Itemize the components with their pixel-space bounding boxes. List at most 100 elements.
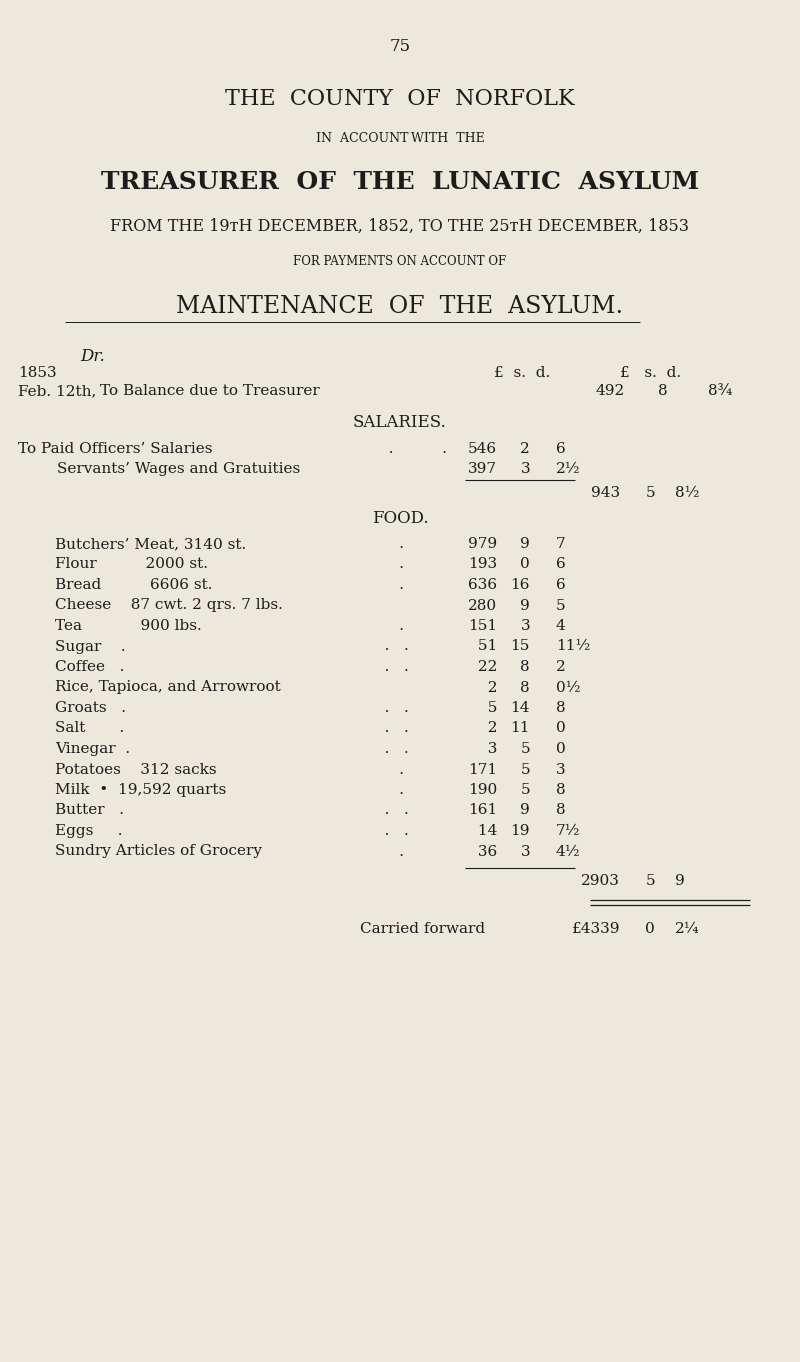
Text: .   .: . . xyxy=(370,804,409,817)
Text: 9: 9 xyxy=(520,804,530,817)
Text: 5: 5 xyxy=(520,763,530,776)
Text: 0: 0 xyxy=(556,742,566,756)
Text: 51: 51 xyxy=(473,640,497,654)
Text: 0: 0 xyxy=(520,557,530,572)
Text: To Paid Officers’ Salaries: To Paid Officers’ Salaries xyxy=(18,443,213,456)
Text: FOR PAYMENTS ON ACCOUNT OF: FOR PAYMENTS ON ACCOUNT OF xyxy=(294,255,506,268)
Text: MAINTENANCE  OF  THE  ASYLUM.: MAINTENANCE OF THE ASYLUM. xyxy=(177,296,623,317)
Text: 5: 5 xyxy=(556,598,566,613)
Text: 9: 9 xyxy=(520,598,530,613)
Text: 5: 5 xyxy=(646,874,655,888)
Text: 0: 0 xyxy=(646,922,655,936)
Text: 636: 636 xyxy=(468,577,497,592)
Text: Sugar    .: Sugar . xyxy=(55,640,126,654)
Text: 6: 6 xyxy=(556,443,566,456)
Text: 2: 2 xyxy=(478,722,497,735)
Text: 3: 3 xyxy=(478,742,497,756)
Text: 4: 4 xyxy=(556,618,566,633)
Text: 171: 171 xyxy=(468,763,497,776)
Text: FOOD.: FOOD. xyxy=(372,509,428,527)
Text: 36: 36 xyxy=(473,844,497,858)
Text: .   .: . . xyxy=(370,824,409,838)
Text: 3: 3 xyxy=(520,844,530,858)
Text: 161: 161 xyxy=(468,804,497,817)
Text: Carried forward: Carried forward xyxy=(360,922,485,936)
Text: .   .: . . xyxy=(370,722,409,735)
Text: 5: 5 xyxy=(520,742,530,756)
Text: 1853: 1853 xyxy=(18,366,57,380)
Text: 6: 6 xyxy=(556,557,566,572)
Text: 14: 14 xyxy=(473,824,497,838)
Text: Butchers’ Meat, 3140 st.: Butchers’ Meat, 3140 st. xyxy=(55,537,246,552)
Text: .: . xyxy=(370,577,404,592)
Text: Vinegar  .: Vinegar . xyxy=(55,742,130,756)
Text: 15: 15 xyxy=(510,640,530,654)
Text: 280: 280 xyxy=(468,598,497,613)
Text: 193: 193 xyxy=(468,557,497,572)
Text: 11½: 11½ xyxy=(556,640,590,654)
Text: 3: 3 xyxy=(520,462,530,475)
Text: 19: 19 xyxy=(510,824,530,838)
Text: 546: 546 xyxy=(468,443,497,456)
Text: £4339: £4339 xyxy=(571,922,620,936)
Text: 3: 3 xyxy=(520,618,530,633)
Text: FROM THE 19ᴛH DECEMBER, 1852, TO THE 25ᴛH DECEMBER, 1853: FROM THE 19ᴛH DECEMBER, 1852, TO THE 25ᴛ… xyxy=(110,218,690,236)
Text: 190: 190 xyxy=(468,783,497,797)
Text: 22: 22 xyxy=(473,661,497,674)
Text: 397: 397 xyxy=(468,462,497,475)
Text: 5: 5 xyxy=(646,486,655,500)
Text: 8: 8 xyxy=(658,384,668,398)
Text: Servants’ Wages and Gratuities: Servants’ Wages and Gratuities xyxy=(18,462,300,475)
Text: 151: 151 xyxy=(468,618,497,633)
Text: Feb. 12th,: Feb. 12th, xyxy=(18,384,96,398)
Text: TREASURER  OF  THE  LUNATIC  ASYLUM: TREASURER OF THE LUNATIC ASYLUM xyxy=(101,170,699,193)
Text: IN  ACCOUNT WITH  THE: IN ACCOUNT WITH THE xyxy=(316,132,484,144)
Text: 8: 8 xyxy=(556,804,566,817)
Text: 8: 8 xyxy=(520,681,530,695)
Text: SALARIES.: SALARIES. xyxy=(353,414,447,430)
Text: Eggs     .: Eggs . xyxy=(55,824,122,838)
Text: 979: 979 xyxy=(468,537,497,552)
Text: THE  COUNTY  OF  NORFOLK: THE COUNTY OF NORFOLK xyxy=(225,89,575,110)
Text: Flour          2000 st.: Flour 2000 st. xyxy=(55,557,208,572)
Text: 14: 14 xyxy=(510,701,530,715)
Text: 5: 5 xyxy=(478,701,497,715)
Text: .: . xyxy=(370,844,404,858)
Text: Cheese    87 cwt. 2 qrs. 7 lbs.: Cheese 87 cwt. 2 qrs. 7 lbs. xyxy=(55,598,283,613)
Text: Butter   .: Butter . xyxy=(55,804,124,817)
Text: Groats   .: Groats . xyxy=(55,701,126,715)
Text: 16: 16 xyxy=(510,577,530,592)
Text: 6: 6 xyxy=(556,577,566,592)
Text: To Balance due to Treasurer: To Balance due to Treasurer xyxy=(100,384,320,398)
Text: 4½: 4½ xyxy=(556,844,581,858)
Text: Dr.: Dr. xyxy=(80,349,105,365)
Text: £   s.  d.: £ s. d. xyxy=(620,366,681,380)
Text: .          .: . . xyxy=(340,443,447,456)
Text: 0½: 0½ xyxy=(556,681,581,695)
Text: 943: 943 xyxy=(591,486,620,500)
Text: 5: 5 xyxy=(520,783,530,797)
Text: 7½: 7½ xyxy=(556,824,581,838)
Text: £  s.  d.: £ s. d. xyxy=(494,366,550,380)
Text: 8: 8 xyxy=(556,783,566,797)
Text: Milk  •  19,592 quarts: Milk • 19,592 quarts xyxy=(55,783,226,797)
Text: .   .: . . xyxy=(370,701,409,715)
Text: .   .: . . xyxy=(370,640,409,654)
Text: Potatoes    312 sacks: Potatoes 312 sacks xyxy=(55,763,217,776)
Text: 3: 3 xyxy=(556,763,566,776)
Text: Rice, Tapioca, and Arrowroot: Rice, Tapioca, and Arrowroot xyxy=(55,681,281,695)
Text: .   .: . . xyxy=(370,661,409,674)
Text: .   .: . . xyxy=(370,742,409,756)
Text: .: . xyxy=(370,783,404,797)
Text: 9: 9 xyxy=(520,537,530,552)
Text: 9: 9 xyxy=(675,874,685,888)
Text: 2½: 2½ xyxy=(556,462,581,475)
Text: .: . xyxy=(370,537,404,552)
Text: Sundry Articles of Grocery: Sundry Articles of Grocery xyxy=(55,844,262,858)
Text: 11: 11 xyxy=(510,722,530,735)
Text: .: . xyxy=(370,557,404,572)
Text: Salt       .: Salt . xyxy=(55,722,124,735)
Text: 8½: 8½ xyxy=(675,486,699,500)
Text: 8¾: 8¾ xyxy=(708,384,732,398)
Text: 2: 2 xyxy=(520,443,530,456)
